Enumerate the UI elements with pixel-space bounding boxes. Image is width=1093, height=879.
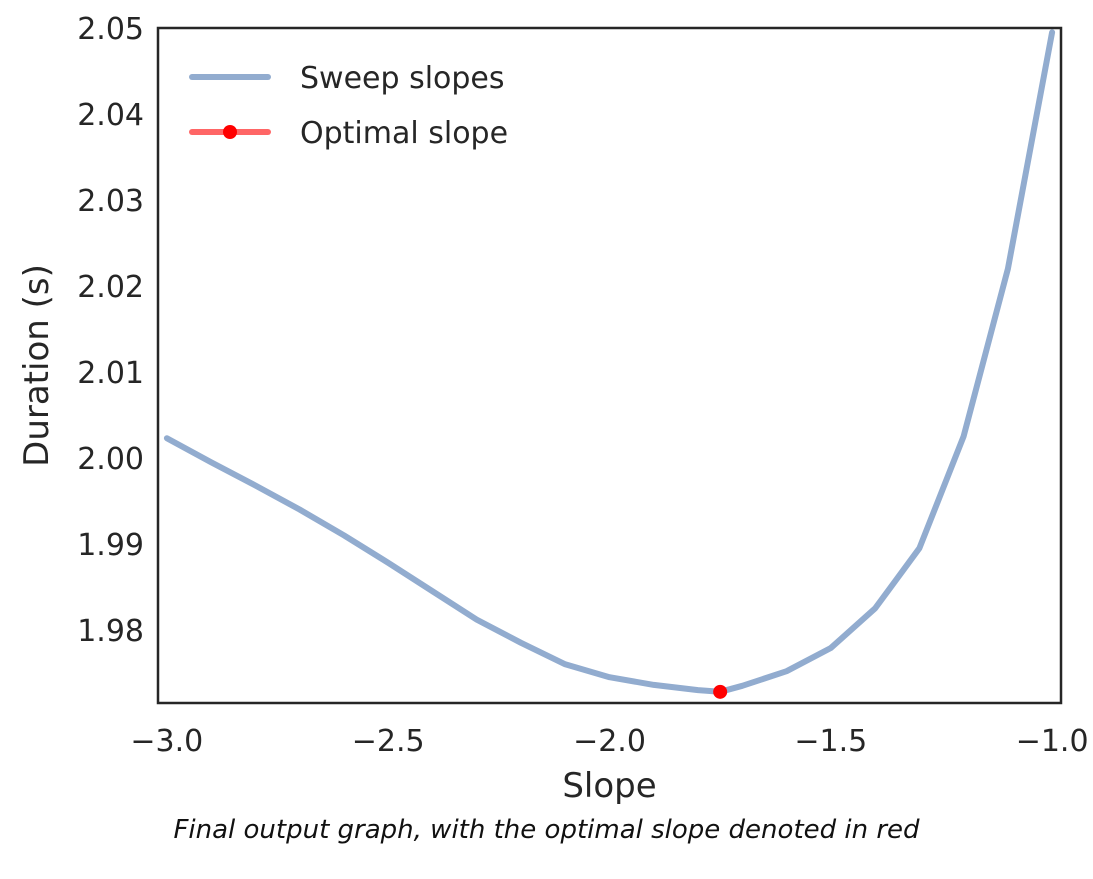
- y-tick-label: 2.04: [77, 98, 144, 133]
- x-tick-label: −2.0: [573, 724, 646, 759]
- data-point-optimal-slope: [713, 684, 728, 699]
- x-tick-label: −1.5: [794, 724, 867, 759]
- y-tick-label: 2.00: [77, 442, 144, 477]
- y-tick-label: 2.01: [77, 356, 144, 391]
- y-tick-label: 1.98: [77, 614, 144, 649]
- y-tick-label: 2.05: [77, 12, 144, 47]
- series-layer: [163, 29, 1056, 699]
- x-axis-ticks: −3.0 −2.5 −2.0 −1.5 −1.0: [130, 724, 1088, 759]
- legend-label-sweep-slopes: Sweep slopes: [300, 61, 505, 96]
- x-tick-label: −2.5: [352, 724, 425, 759]
- x-axis-label: Slope: [562, 766, 656, 806]
- y-tick-label: 2.02: [77, 270, 144, 305]
- legend: Sweep slopes Optimal slope: [189, 61, 508, 151]
- y-tick-label: 2.03: [77, 184, 144, 219]
- y-tick-label: 1.99: [77, 528, 144, 563]
- line-chart: 1.98 1.99 2.00 2.01 2.02 2.03 2.04 2.05 −3.0 −2.…: [17, 12, 1089, 806]
- plot-frame: [156, 26, 1063, 705]
- legend-label-optimal-slope: Optimal slope: [300, 116, 508, 151]
- y-axis-ticks: 1.98 1.99 2.00 2.01 2.02 2.03 2.04 2.05: [77, 12, 144, 649]
- y-axis-label: Duration (s): [17, 264, 57, 467]
- legend-marker-optimal-slope: [223, 125, 237, 139]
- x-tick-label: −1.0: [1016, 724, 1089, 759]
- figure-caption: Final output graph, with the optimal slo…: [173, 815, 920, 845]
- x-tick-label: −3.0: [130, 724, 203, 759]
- series-line-sweep-slopes: [163, 29, 1056, 695]
